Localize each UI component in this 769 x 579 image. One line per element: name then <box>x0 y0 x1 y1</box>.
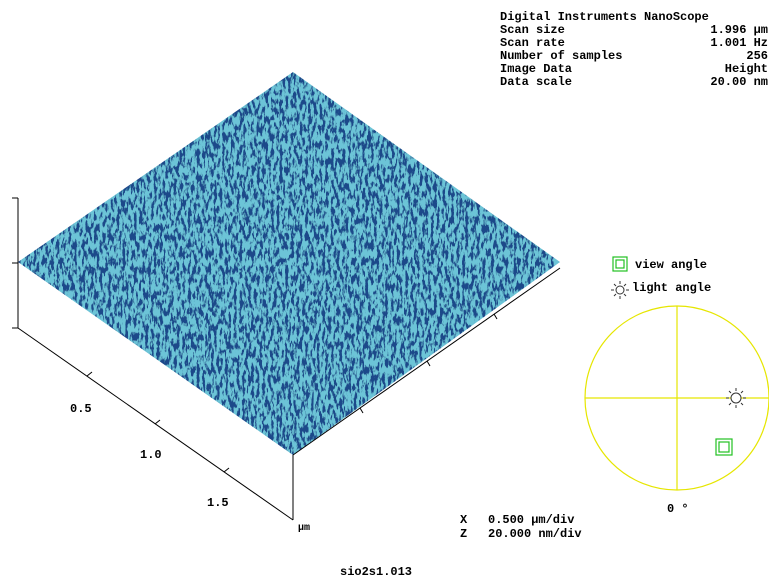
info-key: Number of samples <box>500 49 622 63</box>
view-icon <box>613 257 627 271</box>
axis-unit: µm <box>298 523 310 534</box>
angle-dial: 0 ° <box>585 306 769 516</box>
surface <box>18 72 560 455</box>
surface-texture <box>18 72 560 455</box>
light-marker <box>726 388 746 408</box>
info-panel: Digital Instruments NanoScope Scan size 1… <box>500 10 768 89</box>
legend-label: view angle <box>635 258 707 272</box>
legend-label: light angle <box>632 281 711 295</box>
sun <box>731 393 741 403</box>
tick <box>360 408 363 413</box>
tick <box>427 361 430 366</box>
sun-rays <box>611 281 629 299</box>
tick <box>494 314 497 319</box>
info-key: Image Data <box>500 62 572 76</box>
info-key: Data scale <box>500 75 572 89</box>
view-icon-inner <box>616 260 624 268</box>
tick <box>155 420 160 424</box>
filename: sio2s1.013 <box>340 565 412 579</box>
info-key: Scan rate <box>500 36 565 50</box>
angle-label: 0 ° <box>667 502 689 516</box>
info-value: 1.996 µm <box>710 23 768 37</box>
axis-label: 1.0 <box>140 448 162 462</box>
info-value: 256 <box>746 49 768 63</box>
page: {"header":{"title":"Digital Instruments … <box>0 0 769 579</box>
axis-label: 1.5 <box>207 496 229 510</box>
info-key: Scan size <box>500 23 565 37</box>
axis-label: 0.5 <box>70 402 92 416</box>
body: 0.5 1.0 1.5 µm Digital Instruments NanoS… <box>0 0 769 579</box>
tick <box>87 372 92 376</box>
sun <box>616 286 624 294</box>
view-marker-inner <box>719 442 729 452</box>
scale-key: Z <box>460 527 467 541</box>
scale-value: 0.500 µm/div <box>488 513 574 527</box>
tick <box>224 468 229 472</box>
light-icon <box>611 281 629 299</box>
info-value: Height <box>725 62 768 76</box>
scale-key: X <box>460 513 468 527</box>
info-value: 20.00 nm <box>710 75 768 89</box>
legend: view angle light angle <box>611 257 711 299</box>
info-title: Digital Instruments NanoScope <box>500 10 709 24</box>
info-value: 1.001 Hz <box>710 36 768 50</box>
scale-value: 20.000 nm/div <box>488 527 582 541</box>
screen: 0.5 1.0 1.5 µm Digital Instruments NanoS… <box>0 0 769 579</box>
